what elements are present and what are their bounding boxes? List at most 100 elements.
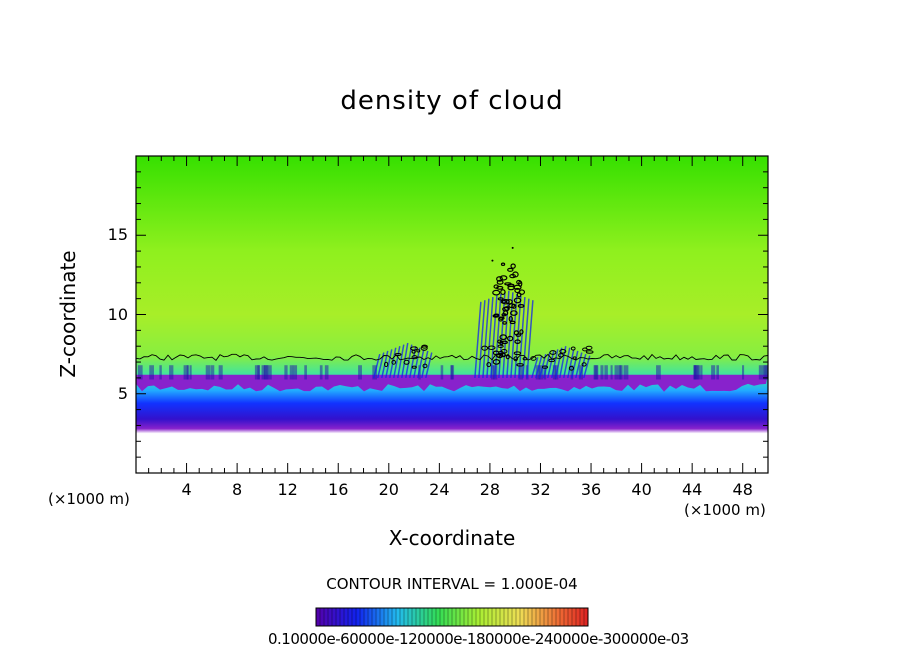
cell-contour [513,356,518,362]
layer-streak [696,365,701,380]
layer-streak [570,365,574,380]
tower-contour [512,271,519,278]
layer-streak [518,365,524,380]
layer-streak [716,365,719,380]
cell-contour [498,350,504,355]
layer-streak [764,365,768,380]
tower-contour [511,303,517,309]
tower-contour [513,297,522,304]
cell-contour [522,357,528,361]
layer-streak [593,365,599,380]
chart-title: density of cloud [340,86,564,116]
cell-contour [497,344,504,348]
colorbar-frame [315,607,589,627]
tower-contour [509,320,516,325]
layer-streak [137,365,143,380]
layer-streak [319,365,323,380]
layer-streak [450,365,455,380]
wave-streak [478,300,486,378]
tower-contour [496,276,503,282]
layer-streak [205,365,211,380]
tower-contour [516,292,522,298]
wave-streak [413,347,421,379]
tower-contour [500,262,506,267]
cell-contour [581,362,587,367]
wave-streak [425,352,433,379]
layer-streak [304,365,307,380]
x-tick-label: 44 [681,480,703,499]
x-tick-label: 20 [378,480,399,499]
contour-interval-label: CONTOUR INTERVAL = 1.000E-04 [326,575,578,593]
x-tick-label: 12 [277,480,298,499]
cell-contour [558,353,564,358]
cell-contour [505,354,510,360]
wave-streak [531,357,539,379]
wave-streak [482,298,490,378]
y-tick-label: 15 [107,225,128,245]
layer-streak [257,365,260,380]
wave-streak [389,347,397,379]
cell-contour [411,365,417,369]
wave-streak [490,295,498,378]
wave-streak [385,349,393,379]
layer-streak [186,365,190,380]
cell-contour [516,363,524,367]
wave-streak [397,344,405,379]
wave-streak [551,349,559,379]
wave-streak [567,349,575,379]
layer-streak [758,365,764,380]
layer-streak [358,365,362,380]
wave-streak [373,353,381,379]
tower-contour [511,246,514,249]
colorbar-labels: 0.10000e-60000e-120000e-180000e-240000e-… [268,630,689,648]
tower-contour [515,333,522,337]
tower-contour [518,289,526,295]
x-unit-label-right: (×1000 m) [684,501,766,519]
tower-contour [500,299,507,304]
cell-contour [548,358,555,363]
wave-streak [522,298,530,378]
tower-contour [502,321,507,325]
wave-streak [543,352,551,379]
colorbar [315,607,589,627]
cell-contour [394,353,402,357]
cell-contour [572,356,577,360]
wave-streak [535,355,543,379]
cell-contour [384,361,389,368]
tower-contour [516,279,522,285]
wave-streak [409,346,417,379]
cell-contour [420,345,428,351]
cell-contour [403,359,410,365]
y-tick-label: 10 [107,304,128,324]
x-tick-label: 36 [580,480,602,499]
cell-contour [568,365,575,371]
wave-streak [563,347,571,379]
x-tick-label: 32 [530,480,551,499]
layer-streak [169,365,174,380]
plot-axes [135,155,769,474]
x-tick-label: 24 [429,480,450,499]
cell-contour [585,350,594,354]
wave-streak [526,300,534,378]
layer-streak [742,365,745,380]
cell-contour [391,359,396,365]
x-tick-label: 28 [479,480,501,499]
layer-streak [614,365,618,380]
layer-streak [210,365,215,380]
tower-contour [500,289,506,295]
cell-contour [541,365,549,369]
tower-contour [501,340,508,345]
x-unit-label-left: (×1000 m) [48,490,130,508]
layer-streak [292,365,298,380]
y-tick-label: 5 [117,383,128,403]
tower-contour [501,299,510,305]
cell-contour [530,356,537,361]
wave-streak [547,350,555,379]
wave-streak [518,297,526,378]
tower-contour [499,275,508,281]
wave-streak [571,350,579,379]
layer-streak [268,365,272,380]
layer-streak [189,365,192,380]
cell-contour [411,349,416,354]
